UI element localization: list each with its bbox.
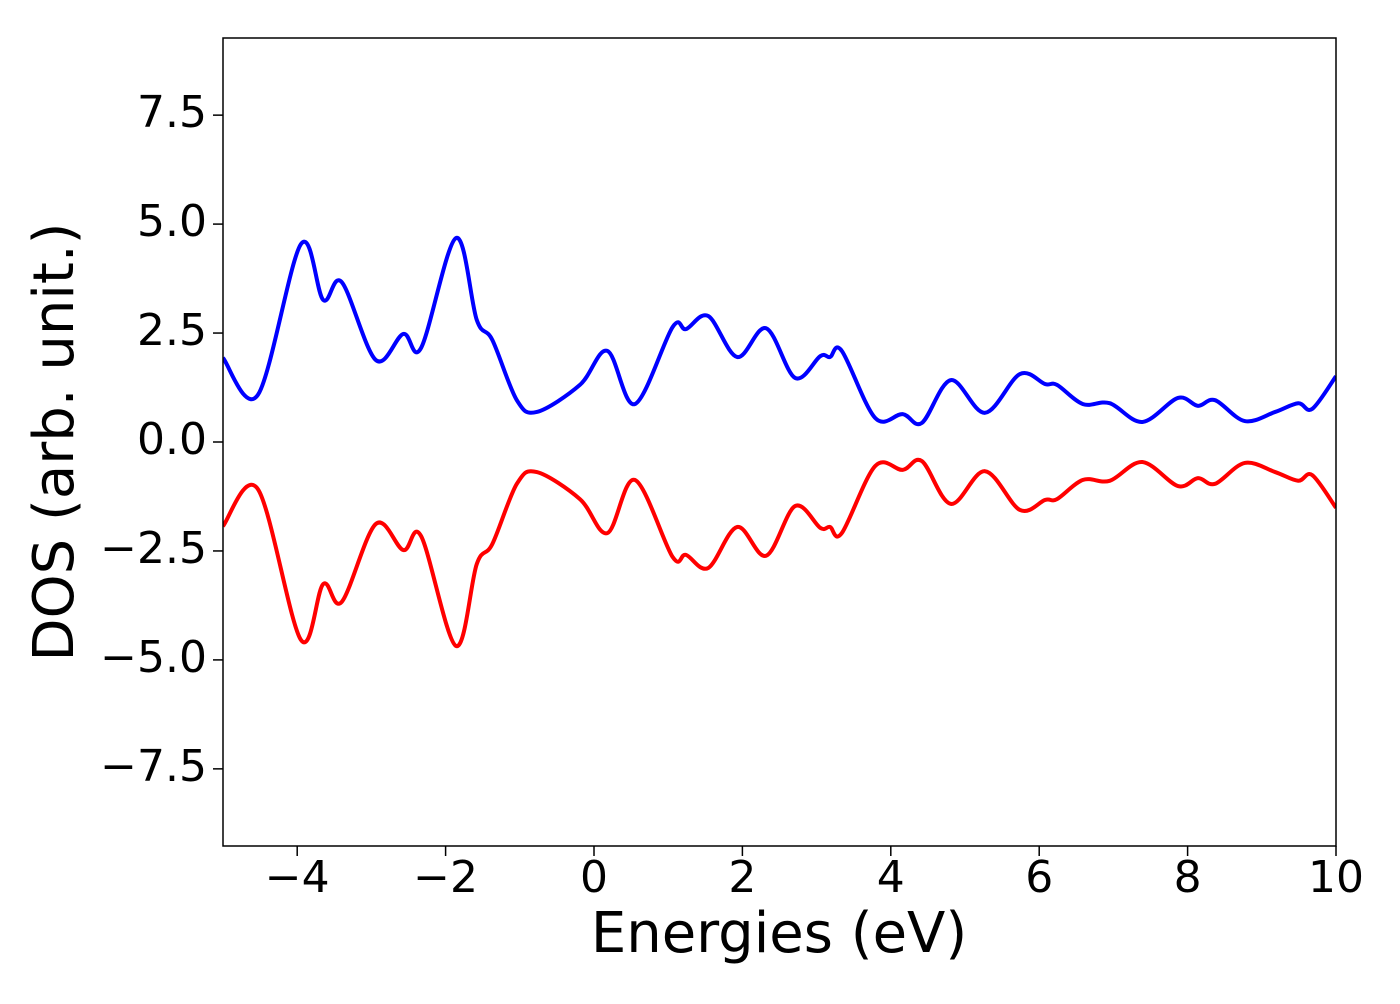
x-tick-label: 10 (1308, 852, 1364, 903)
y-tick-label: −2.5 (100, 523, 207, 574)
x-tick-label: 4 (877, 852, 905, 903)
y-tick-label: 0.0 (137, 414, 207, 465)
y-tick-label: 5.0 (137, 196, 207, 247)
y-tick-label: 7.5 (137, 87, 207, 138)
line (223, 457, 1336, 648)
x-tick-label: 2 (728, 852, 756, 903)
plot-frame (222, 37, 1337, 847)
x-tick-label: −2 (413, 852, 478, 903)
y-tick-label: −5.0 (100, 632, 207, 683)
x-tick-label: 0 (580, 852, 608, 903)
y-tick-label: −7.5 (100, 741, 207, 792)
x-tick-label: 6 (1025, 852, 1053, 903)
y-tick-label: 2.5 (137, 305, 207, 356)
line (223, 236, 1336, 427)
y-axis-label: DOS (arb. unit.) (22, 222, 87, 661)
x-axis-label: Energies (eV) (591, 901, 967, 966)
x-tick-label: −4 (265, 852, 330, 903)
x-tick-label: 8 (1174, 852, 1202, 903)
